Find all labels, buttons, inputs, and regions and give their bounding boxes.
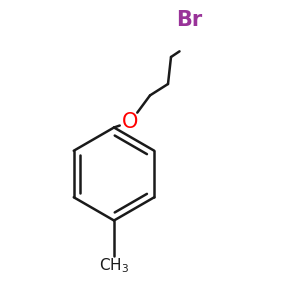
Text: CH$_3$: CH$_3$ [99, 256, 129, 275]
Text: O: O [122, 112, 139, 132]
Text: Br: Br [176, 10, 202, 29]
